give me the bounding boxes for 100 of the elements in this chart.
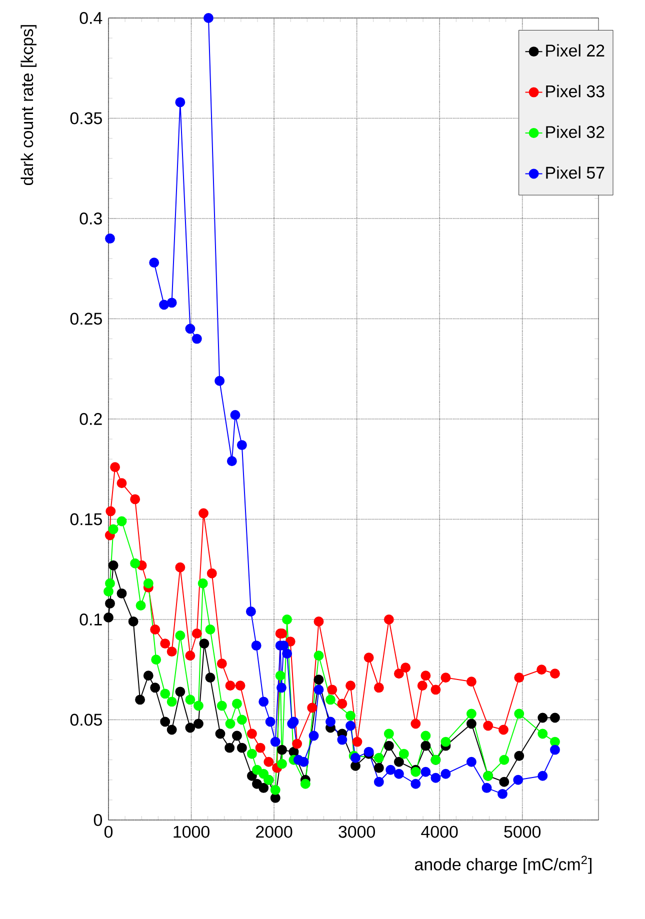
point (185, 694, 196, 705)
point (160, 688, 170, 699)
point (232, 730, 242, 741)
point (550, 744, 560, 755)
point (130, 558, 140, 568)
point (224, 742, 235, 753)
point (314, 616, 324, 626)
point (235, 680, 246, 691)
point (264, 756, 274, 767)
point (128, 616, 138, 626)
point (337, 734, 348, 745)
point (175, 97, 186, 108)
point (326, 716, 336, 727)
point (265, 716, 276, 727)
point (150, 624, 160, 635)
y-tick-label: 0.3 (80, 212, 102, 224)
y-tick-label: 0.25 (70, 312, 102, 325)
point (498, 788, 508, 799)
point (175, 630, 186, 641)
point (216, 658, 227, 669)
x-tick-label: 0 (104, 826, 113, 838)
y-tick-label: 0.15 (70, 513, 102, 526)
point (514, 672, 524, 683)
y-tick-label: 0.1 (80, 614, 102, 626)
point (346, 680, 356, 691)
point (314, 674, 324, 685)
point (417, 680, 428, 691)
point (143, 578, 154, 588)
point (214, 376, 225, 386)
point (277, 744, 287, 755)
x-tick-label: 5000 (504, 826, 541, 838)
point (105, 598, 115, 608)
point (236, 440, 247, 450)
point (498, 724, 508, 735)
point (192, 628, 202, 639)
point (386, 764, 396, 775)
point (440, 672, 451, 683)
x-axis-title: anode charge [mC/cm$^{2}$] (414, 856, 592, 874)
point (151, 654, 162, 665)
point (108, 560, 118, 570)
point (277, 758, 287, 769)
point (193, 700, 204, 711)
point (384, 740, 394, 751)
y-tick-label: 0.35 (70, 112, 102, 124)
point (199, 638, 210, 649)
point (160, 638, 170, 649)
point (225, 680, 236, 691)
point (198, 508, 209, 518)
point (374, 762, 384, 773)
point (430, 684, 441, 695)
point (440, 736, 451, 747)
point (104, 612, 114, 622)
point (394, 768, 404, 779)
point (300, 778, 310, 789)
point (420, 740, 431, 751)
point (258, 696, 269, 707)
point (482, 782, 492, 793)
point (346, 710, 356, 721)
point (499, 754, 510, 765)
point (275, 670, 286, 681)
point (398, 748, 409, 759)
point (143, 670, 154, 681)
y-tick-label: 0 (94, 814, 102, 826)
point (513, 774, 524, 785)
point (226, 456, 237, 466)
point (538, 712, 548, 723)
point (105, 578, 115, 588)
point (166, 298, 177, 308)
point (236, 714, 247, 725)
point (430, 772, 441, 783)
x-tick-label: 4000 (421, 826, 458, 838)
point (198, 578, 208, 588)
point (326, 694, 336, 705)
point (307, 702, 318, 713)
point (225, 718, 236, 729)
point (350, 760, 360, 771)
point (514, 750, 524, 761)
point (394, 756, 404, 767)
point (232, 698, 242, 709)
point (282, 614, 292, 624)
point (420, 766, 431, 777)
point (185, 650, 196, 661)
point (514, 708, 524, 719)
point (538, 770, 548, 781)
point (466, 756, 476, 767)
point (110, 462, 120, 472)
point (136, 600, 146, 610)
point (105, 234, 115, 244)
point (246, 748, 257, 759)
point (175, 686, 186, 697)
point (166, 646, 177, 657)
point (166, 696, 177, 707)
legend-label: Pixel 22 (546, 44, 604, 57)
point (175, 562, 186, 572)
point (420, 730, 431, 741)
point (337, 698, 348, 709)
point (150, 682, 160, 693)
legend-label: Pixel 57 (546, 166, 604, 179)
point (538, 728, 548, 739)
point (550, 712, 560, 723)
